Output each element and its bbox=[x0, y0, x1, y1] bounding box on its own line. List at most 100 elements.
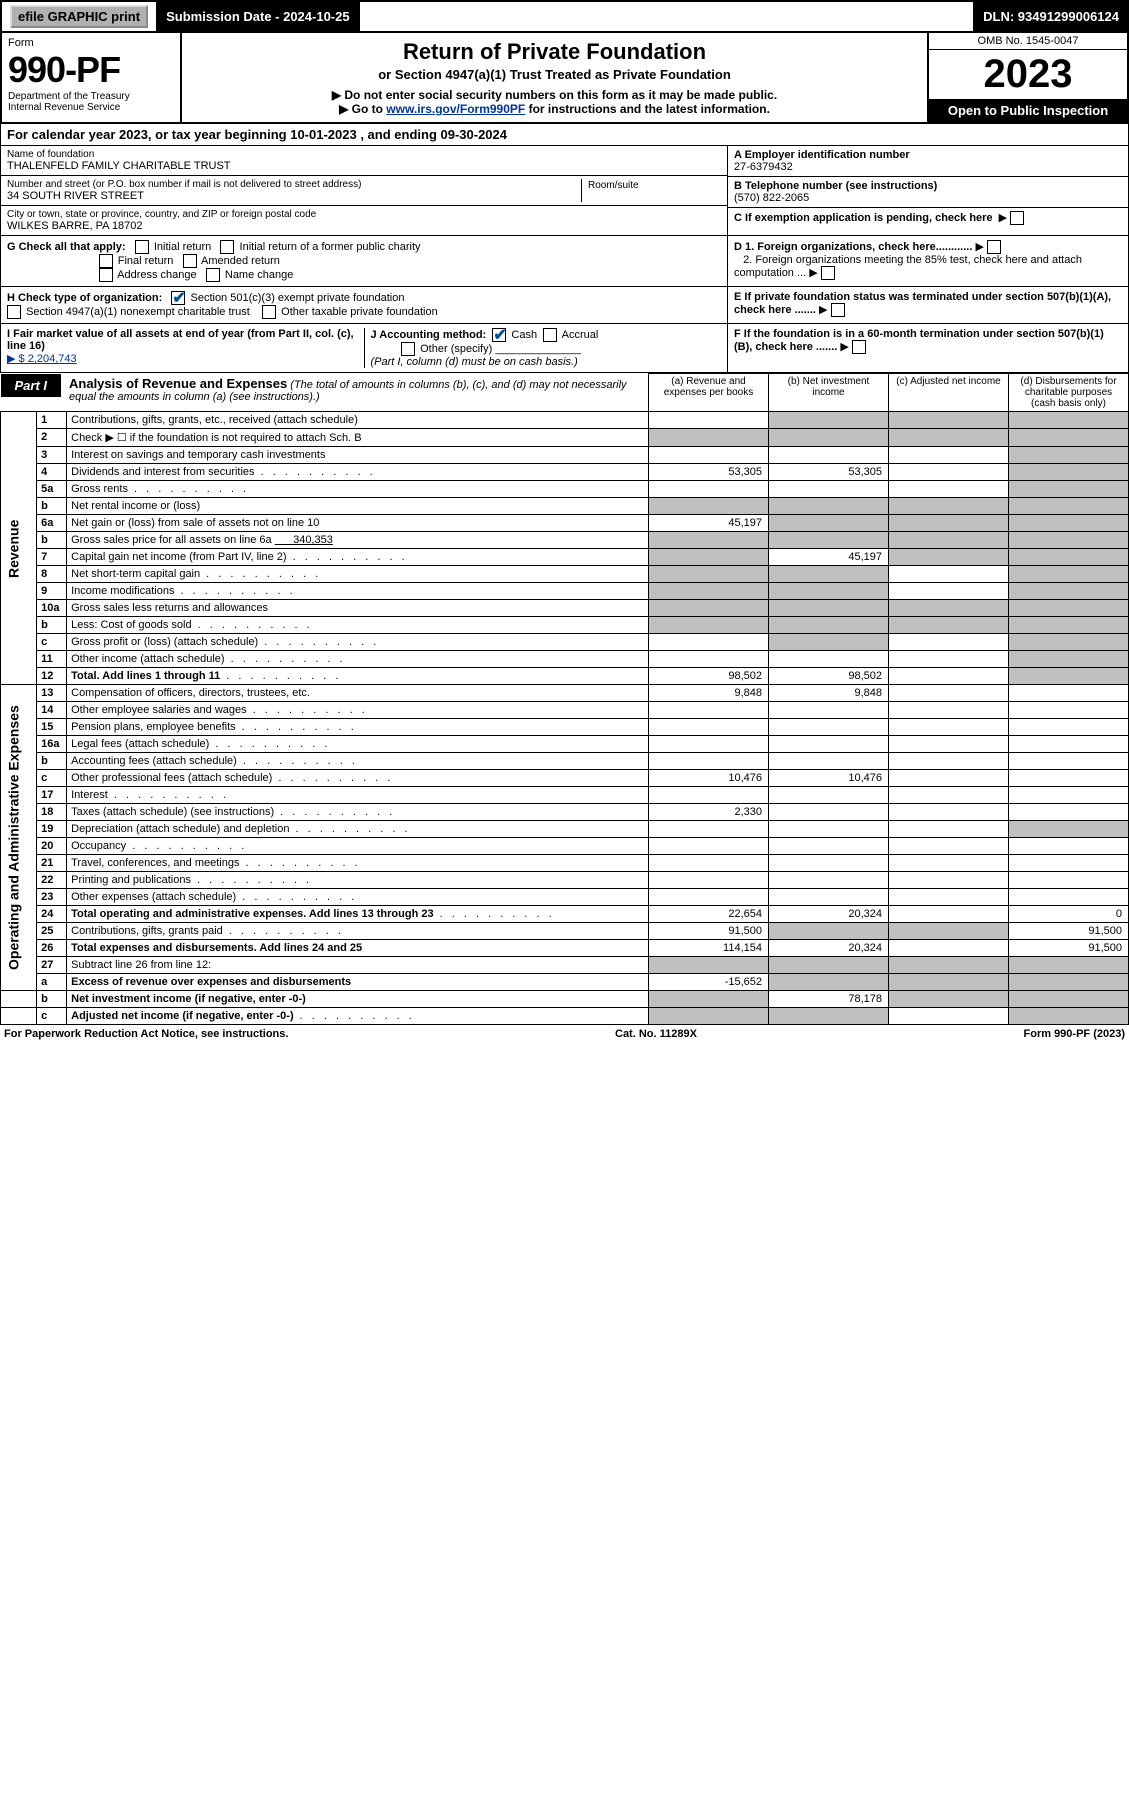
form-word: Form bbox=[8, 37, 174, 49]
f-label: F If the foundation is in a 60-month ter… bbox=[734, 328, 1104, 353]
calendar-year-row: For calendar year 2023, or tax year begi… bbox=[0, 124, 1129, 146]
ein-value: 27-6379432 bbox=[734, 161, 793, 173]
form-subtitle: or Section 4947(a)(1) Trust Treated as P… bbox=[192, 67, 917, 82]
line-12-b: 98,502 bbox=[769, 668, 889, 685]
j-cash-checkbox[interactable] bbox=[492, 328, 506, 342]
line-16c-b: 10,476 bbox=[769, 770, 889, 787]
line-24-b: 20,324 bbox=[769, 906, 889, 923]
g-label: G Check all that apply: bbox=[7, 241, 126, 253]
line-27b: Net investment income (if negative, ente… bbox=[67, 991, 649, 1008]
g-initial-return-checkbox[interactable] bbox=[135, 240, 149, 254]
instr-post: for instructions and the latest informat… bbox=[529, 102, 770, 116]
form-header: Form 990-PF Department of the Treasury I… bbox=[0, 33, 1129, 124]
line-4: Dividends and interest from securities bbox=[67, 464, 649, 481]
dln: DLN: 93491299006124 bbox=[975, 2, 1127, 31]
h-block: H Check type of organization: Section 50… bbox=[1, 287, 728, 323]
line-27b-b: 78,178 bbox=[769, 991, 889, 1008]
h-4947-checkbox[interactable] bbox=[7, 305, 21, 319]
line-7-b: 45,197 bbox=[769, 549, 889, 566]
d1-checkbox[interactable] bbox=[987, 240, 1001, 254]
h-other-checkbox[interactable] bbox=[262, 305, 276, 319]
foundation-name-label: Name of foundation bbox=[7, 149, 721, 160]
line-12-a: 98,502 bbox=[649, 668, 769, 685]
h-label: H Check type of organization: bbox=[7, 292, 162, 304]
line-27: Subtract line 26 from line 12: bbox=[67, 957, 649, 974]
phone-cell: B Telephone number (see instructions) (5… bbox=[728, 177, 1128, 208]
g-check-block: G Check all that apply: Initial return I… bbox=[1, 236, 728, 286]
j-label: J Accounting method: bbox=[371, 329, 487, 341]
e-checkbox[interactable] bbox=[831, 303, 845, 317]
f-checkbox[interactable] bbox=[852, 340, 866, 354]
line-24-d: 0 bbox=[1009, 906, 1129, 923]
form-number: 990-PF bbox=[8, 49, 174, 91]
address-value: 34 SOUTH RIVER STREET bbox=[7, 190, 581, 202]
form-footer: Form 990-PF (2023) bbox=[1024, 1028, 1126, 1040]
tax-year: 2023 bbox=[929, 50, 1127, 99]
line-7: Capital gain net income (from Part IV, l… bbox=[67, 549, 649, 566]
check-options-row1: G Check all that apply: Initial return I… bbox=[0, 236, 1129, 287]
line-16a: Legal fees (attach schedule) bbox=[67, 736, 649, 753]
i-label: I Fair market value of all assets at end… bbox=[7, 328, 354, 352]
topbar-spacer bbox=[360, 2, 976, 31]
efile-topbar: efile GRAPHIC print Submission Date - 20… bbox=[0, 0, 1129, 33]
line-25: Contributions, gifts, grants paid bbox=[67, 923, 649, 940]
g-final-return-checkbox[interactable] bbox=[99, 254, 113, 268]
g-initial-former-checkbox[interactable] bbox=[220, 240, 234, 254]
line-1: Contributions, gifts, grants, etc., rece… bbox=[67, 412, 649, 429]
line-26-a: 114,154 bbox=[649, 940, 769, 957]
d2-checkbox[interactable] bbox=[821, 266, 835, 280]
form-title: Return of Private Foundation bbox=[192, 39, 917, 65]
line-13-b: 9,848 bbox=[769, 685, 889, 702]
address-cell: Number and street (or P.O. box number if… bbox=[1, 176, 727, 206]
j-accrual-checkbox[interactable] bbox=[543, 328, 557, 342]
ein-cell: A Employer identification number 27-6379… bbox=[728, 146, 1128, 177]
line-16b: Accounting fees (attach schedule) bbox=[67, 753, 649, 770]
line-24: Total operating and administrative expen… bbox=[67, 906, 649, 923]
line-10a: Gross sales less returns and allowances bbox=[67, 600, 649, 617]
line-25-d: 91,500 bbox=[1009, 923, 1129, 940]
efile-print-button[interactable]: efile GRAPHIC print bbox=[2, 2, 158, 31]
ij-block: I Fair market value of all assets at end… bbox=[1, 324, 728, 372]
col-b-header: (b) Net investment income bbox=[769, 374, 889, 412]
d-block: D 1. Foreign organizations, check here..… bbox=[728, 236, 1128, 286]
line-15: Pension plans, employee benefits bbox=[67, 719, 649, 736]
dept-irs: Internal Revenue Service bbox=[8, 102, 174, 113]
city-cell: City or town, state or province, country… bbox=[1, 206, 727, 235]
irs-link[interactable]: www.irs.gov/Form990PF bbox=[386, 102, 525, 116]
foundation-name: THALENFELD FAMILY CHARITABLE TRUST bbox=[7, 160, 721, 172]
j-other: Other (specify) bbox=[420, 343, 492, 355]
j-cash: Cash bbox=[511, 329, 537, 341]
entity-block: Name of foundation THALENFELD FAMILY CHA… bbox=[0, 146, 1129, 236]
line-11: Other income (attach schedule) bbox=[67, 651, 649, 668]
room-suite: Room/suite bbox=[581, 179, 721, 202]
h-501c3: Section 501(c)(3) exempt private foundat… bbox=[190, 292, 404, 304]
line-5b: Net rental income or (loss) bbox=[67, 498, 649, 515]
exemption-checkbox[interactable] bbox=[1010, 211, 1024, 225]
col-c-header: (c) Adjusted net income bbox=[889, 374, 1009, 412]
ein-label: A Employer identification number bbox=[734, 149, 910, 161]
d1-label: D 1. Foreign organizations, check here..… bbox=[734, 241, 972, 253]
g-name-change-checkbox[interactable] bbox=[206, 268, 220, 282]
line-4-a: 53,305 bbox=[649, 464, 769, 481]
part1-title: Analysis of Revenue and Expenses (The to… bbox=[61, 374, 648, 405]
g-amended: Amended return bbox=[201, 255, 280, 267]
line-13-a: 9,848 bbox=[649, 685, 769, 702]
d2-label: 2. Foreign organizations meeting the 85%… bbox=[734, 254, 1082, 279]
line-27c: Adjusted net income (if negative, enter … bbox=[67, 1008, 649, 1025]
g-initial-return: Initial return bbox=[154, 241, 211, 253]
h-501c3-checkbox[interactable] bbox=[171, 291, 185, 305]
j-other-checkbox[interactable] bbox=[401, 342, 415, 356]
line-16c: Other professional fees (attach schedule… bbox=[67, 770, 649, 787]
header-right: OMB No. 1545-0047 2023 Open to Public In… bbox=[927, 33, 1127, 122]
line-4-b: 53,305 bbox=[769, 464, 889, 481]
instr-goto: ▶ Go to www.irs.gov/Form990PF for instru… bbox=[192, 102, 917, 116]
h-other: Other taxable private foundation bbox=[281, 306, 438, 318]
g-amended-checkbox[interactable] bbox=[183, 254, 197, 268]
header-left: Form 990-PF Department of the Treasury I… bbox=[2, 33, 182, 122]
line-8: Net short-term capital gain bbox=[67, 566, 649, 583]
g-initial-former: Initial return of a former public charit… bbox=[240, 241, 421, 253]
g-address-change-checkbox[interactable] bbox=[99, 268, 113, 282]
fmv-link[interactable]: ▶ $ 2,204,743 bbox=[7, 353, 77, 365]
line-26: Total expenses and disbursements. Add li… bbox=[67, 940, 649, 957]
address-label: Number and street (or P.O. box number if… bbox=[7, 179, 581, 190]
